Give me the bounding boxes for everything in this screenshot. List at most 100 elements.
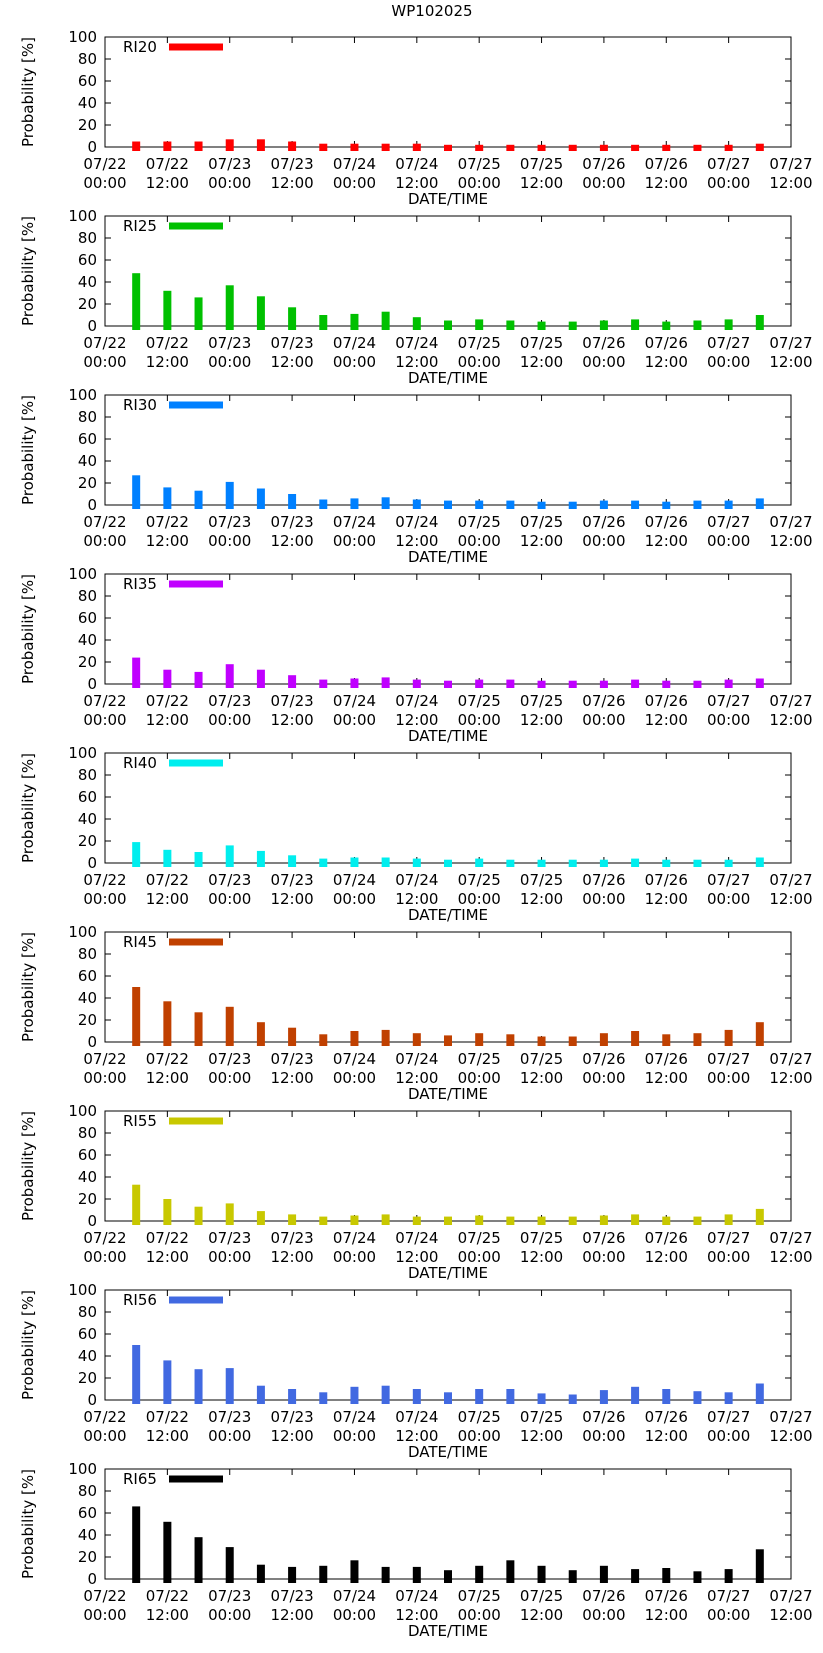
x-tick-label-date: 07/27 xyxy=(707,334,750,352)
x-tick-label-date: 07/22 xyxy=(146,155,189,173)
x-tick-label-time: 12:00 xyxy=(645,1248,688,1266)
x-tick-label-date: 07/26 xyxy=(645,1408,688,1426)
x-tick-label-date: 07/22 xyxy=(83,155,126,173)
x-tick-label-date: 07/27 xyxy=(769,871,812,889)
x-tick-label-time: 00:00 xyxy=(582,174,625,192)
bar xyxy=(381,497,390,509)
x-tick-label-date: 07/23 xyxy=(208,513,251,531)
x-tick-label-date: 07/25 xyxy=(520,871,563,889)
x-tick-label-time: 12:00 xyxy=(769,174,812,192)
y-tick-label: 60 xyxy=(78,1146,97,1164)
y-tick-label: 60 xyxy=(78,251,97,269)
x-tick-label-date: 07/22 xyxy=(146,1050,189,1068)
x-tick-label-time: 00:00 xyxy=(333,1606,376,1624)
y-tick-label: 0 xyxy=(87,675,97,693)
x-tick-label-time: 12:00 xyxy=(270,174,313,192)
x-tick-label-date: 07/26 xyxy=(582,871,625,889)
bar xyxy=(132,657,141,688)
bar xyxy=(132,1345,141,1404)
x-tick-label-time: 12:00 xyxy=(395,174,438,192)
y-tick-label: 20 xyxy=(78,1011,97,1029)
bar xyxy=(568,680,577,688)
bar xyxy=(506,1389,515,1404)
x-tick-label-time: 12:00 xyxy=(769,532,812,550)
bar xyxy=(631,858,640,867)
x-tick-label-date: 07/25 xyxy=(458,1229,501,1247)
x-tick-label-time: 12:00 xyxy=(270,890,313,908)
x-tick-label-date: 07/24 xyxy=(395,1229,438,1247)
bar xyxy=(506,1034,515,1046)
bar xyxy=(288,1214,297,1225)
legend-label: RI30 xyxy=(123,396,157,414)
bar xyxy=(194,671,203,688)
x-tick-label-date: 07/25 xyxy=(458,1587,501,1605)
bar xyxy=(475,1389,484,1404)
y-tick-label: 100 xyxy=(68,565,97,583)
y-tick-label: 80 xyxy=(78,945,97,963)
x-tick-label-date: 07/23 xyxy=(208,1408,251,1426)
bar xyxy=(163,1521,172,1583)
x-tick-label-time: 00:00 xyxy=(707,890,750,908)
bar xyxy=(163,141,172,151)
bar xyxy=(599,320,608,330)
bar xyxy=(256,1022,265,1046)
bar xyxy=(288,494,297,509)
x-tick-label-time: 00:00 xyxy=(707,1248,750,1266)
y-axis-label: Probability [%] xyxy=(19,753,37,863)
bar xyxy=(256,139,265,151)
bar xyxy=(599,1215,608,1225)
bar xyxy=(381,1566,390,1583)
bar xyxy=(225,139,234,151)
bar xyxy=(631,1386,640,1404)
y-tick-label: 80 xyxy=(78,587,97,605)
x-tick-label-time: 00:00 xyxy=(707,532,750,550)
x-tick-label-time: 00:00 xyxy=(333,890,376,908)
plot-frame xyxy=(104,931,792,1043)
x-tick-label-time: 12:00 xyxy=(146,532,189,550)
bar xyxy=(132,987,141,1046)
x-tick-label-time: 12:00 xyxy=(769,890,812,908)
bar xyxy=(412,858,421,867)
x-tick-label-time: 12:00 xyxy=(146,174,189,192)
x-tick-label-time: 12:00 xyxy=(769,1427,812,1445)
y-tick-label: 0 xyxy=(87,138,97,156)
x-tick-label-date: 07/22 xyxy=(83,871,126,889)
bar xyxy=(537,1393,546,1404)
bar xyxy=(132,273,141,330)
x-tick-label-date: 07/22 xyxy=(83,1229,126,1247)
y-tick-label: 80 xyxy=(78,1303,97,1321)
bar xyxy=(194,1206,203,1225)
x-tick-label-time: 00:00 xyxy=(707,1606,750,1624)
bar xyxy=(412,499,421,509)
x-tick-label-time: 12:00 xyxy=(270,711,313,729)
x-tick-label-date: 07/26 xyxy=(582,1408,625,1426)
x-tick-label-date: 07/25 xyxy=(520,1587,563,1605)
y-tick-label: 0 xyxy=(87,1033,97,1051)
bar xyxy=(288,675,297,688)
x-axis-label: DATE/TIME xyxy=(408,548,488,566)
bar xyxy=(475,1565,484,1583)
bar xyxy=(319,1565,328,1583)
x-tick-label-date: 07/27 xyxy=(707,1050,750,1068)
x-tick-label-date: 07/23 xyxy=(270,692,313,710)
bar xyxy=(319,143,328,151)
x-tick-label-time: 00:00 xyxy=(458,1427,501,1445)
bar xyxy=(319,1216,328,1225)
bar xyxy=(662,501,671,509)
x-tick-label-time: 00:00 xyxy=(333,1069,376,1087)
x-tick-label-time: 00:00 xyxy=(458,890,501,908)
x-tick-label-time: 00:00 xyxy=(208,1069,251,1087)
x-tick-label-time: 00:00 xyxy=(83,711,126,729)
bar xyxy=(506,320,515,330)
bar xyxy=(444,1216,452,1225)
bar xyxy=(537,144,546,151)
x-tick-label-time: 12:00 xyxy=(270,532,313,550)
x-tick-label-date: 07/23 xyxy=(270,334,313,352)
bar xyxy=(537,1565,546,1583)
bar xyxy=(350,678,359,688)
x-tick-label-date: 07/24 xyxy=(333,155,376,173)
bar xyxy=(256,488,265,509)
bar xyxy=(350,143,359,151)
x-tick-label-date: 07/24 xyxy=(333,1408,376,1426)
x-tick-label-date: 07/24 xyxy=(333,1229,376,1247)
